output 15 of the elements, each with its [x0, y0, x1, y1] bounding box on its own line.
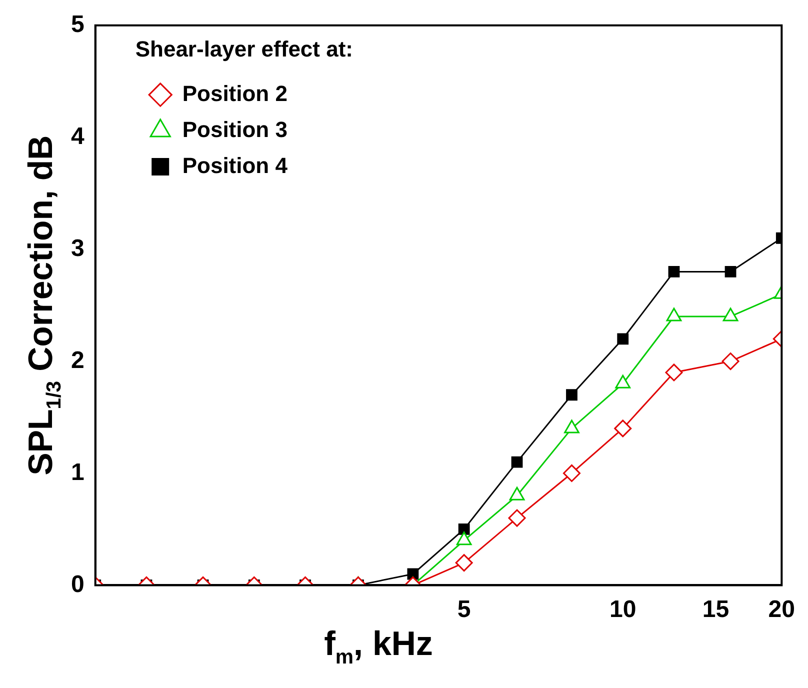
- y-axis-title: SPL1/3 Correction, dB: [22, 135, 66, 476]
- y-tick-label: 0: [70, 570, 84, 598]
- legend-label: Position 4: [182, 152, 288, 178]
- legend-label: Position 3: [182, 116, 288, 142]
- y-tick-label: 2: [70, 346, 84, 374]
- y-tick-label: 1: [70, 458, 84, 486]
- x-tick-label: 10: [610, 596, 636, 624]
- y-tick-label: 3: [70, 234, 84, 262]
- legend-label: Position 2: [182, 80, 288, 106]
- x-tick-label: 20: [768, 596, 796, 624]
- y-tick-label: 4: [70, 122, 85, 150]
- x-tick-label: 5: [457, 596, 471, 624]
- x-tick-label: 15: [702, 596, 730, 624]
- y-tick-label: 5: [70, 11, 84, 38]
- legend-title: Shear-layer effect at:: [135, 36, 354, 62]
